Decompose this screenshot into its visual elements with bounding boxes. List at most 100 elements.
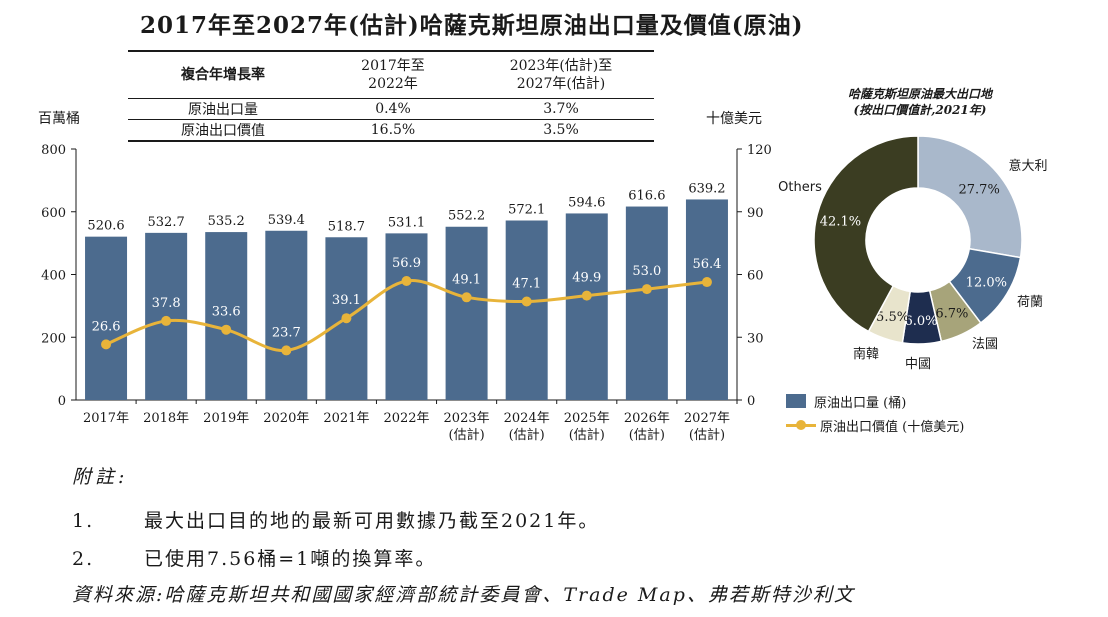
- bar: [625, 206, 668, 400]
- bar-value-label: 639.2: [688, 181, 725, 196]
- legend-bar-label: 原油出口量 (桶): [814, 395, 907, 411]
- chart-title: 2017年至2027年(估計)哈薩克斯坦原油出口量及價值(原油): [140, 12, 804, 39]
- x-tick-label: 2017年: [83, 411, 129, 426]
- cagr-col1-header-text: 2017年至 2022年: [361, 58, 425, 92]
- note-number: 1.: [72, 510, 95, 532]
- x-tick-label: 2022年: [383, 411, 429, 426]
- x-tick-label: 2020年: [263, 411, 309, 426]
- bar: [505, 220, 548, 400]
- x-tick-label: (估計): [569, 427, 605, 443]
- left-tick-label: 400: [41, 269, 66, 284]
- bar-value-label: 594.6: [568, 195, 605, 210]
- cagr-col1-header: 2017年至 2022年: [318, 51, 468, 99]
- line-value-label: 56.4: [692, 257, 721, 272]
- donut-category-label: 南韓: [853, 346, 879, 362]
- x-tick-label: 2025年: [564, 411, 610, 426]
- source-note: 資料來源:哈薩克斯坦共和國國家經濟部統計委員會、Trade Map、弗若斯特沙利…: [72, 584, 855, 606]
- note-item: 1. 最大出口目的地的最新可用數據乃截至2021年。: [72, 506, 599, 533]
- x-tick-label: 2021年: [323, 411, 369, 426]
- note-text: 已使用7.56桶=1噸的換算率。: [144, 548, 437, 570]
- bar: [205, 232, 248, 400]
- table-row: 原油出口量 0.4% 3.7%: [128, 99, 654, 120]
- legend: 原油出口量 (桶) 原油出口價值 (十億美元): [786, 389, 964, 437]
- right-tick-label: 60: [747, 269, 764, 284]
- right-tick-label: 0: [747, 394, 755, 409]
- donut-category-label: Others: [778, 180, 822, 195]
- cagr-value: 0.4%: [375, 101, 411, 117]
- donut-percent-label: 12.0%: [966, 276, 1007, 291]
- legend-line-swatch: [786, 418, 816, 432]
- x-tick-label: (估計): [629, 427, 665, 443]
- donut-percent-label: 6.7%: [935, 306, 968, 321]
- line-value-label: 26.6: [92, 319, 121, 334]
- line-point: [101, 339, 112, 350]
- line-point: [341, 313, 352, 324]
- line-value-label: 56.9: [392, 256, 421, 271]
- line-value-label: 23.7: [272, 325, 301, 340]
- line-value-label: 39.1: [332, 293, 361, 308]
- donut-chart: 27.7% 意大利 12.0% 荷蘭 6.7% 法國 6.0% 中國 5.5% 南韓 42.1% Ot…: [778, 135, 1048, 372]
- line-value-label: 49.1: [452, 272, 481, 287]
- line-point: [221, 324, 232, 335]
- x-tick-label: (估計): [509, 427, 545, 443]
- table-row: 原油出口價值 16.5% 3.5%: [128, 120, 654, 141]
- donut-percent-label: 42.1%: [820, 214, 861, 229]
- x-tick-label: 2024年: [504, 411, 550, 426]
- legend-item-bar: 原油出口量 (桶): [786, 389, 964, 413]
- left-tick-label: 200: [41, 331, 66, 346]
- bar: [565, 213, 608, 400]
- line-point: [581, 290, 592, 301]
- bar-value-label: 616.6: [628, 189, 665, 204]
- cagr-header-label: 複合年增長率: [181, 67, 265, 83]
- donut-category-label: 意大利: [1008, 158, 1047, 174]
- bar-value-label: 531.1: [388, 215, 425, 230]
- donut-percent-label: 5.5%: [876, 310, 909, 325]
- line-point: [641, 284, 652, 295]
- left-tick-label: 0: [58, 394, 66, 409]
- line-value-label: 47.1: [512, 276, 541, 291]
- donut-percent-label: 6.0%: [904, 314, 937, 329]
- line-value-label: 53.0: [632, 264, 661, 279]
- note-item: 2. 已使用7.56桶=1噸的換算率。: [72, 544, 436, 571]
- line-point: [401, 275, 412, 286]
- bar: [265, 230, 308, 400]
- donut-category-label: 法國: [972, 337, 998, 352]
- cagr-col2-header: 2023年(估計)至 2027年(估計): [468, 51, 654, 99]
- line-value-label: 37.8: [152, 296, 181, 311]
- bar-series: 520.6 532.7 535.2 539.4 518.7 531.1 552.2 572.1…: [85, 181, 728, 400]
- bar: [85, 236, 128, 400]
- x-tick-label: 2019年: [203, 411, 249, 426]
- bar: [445, 226, 488, 400]
- notes-heading: 附註:: [72, 466, 129, 488]
- cagr-table: 複合年增長率 2017年至 2022年 2023年(估計)至 2027年(估計)…: [128, 50, 654, 142]
- left-tick-label: 600: [41, 206, 66, 221]
- x-tick-label: 2027年: [684, 411, 730, 426]
- cagr-value: 3.7%: [543, 101, 579, 117]
- right-axis-unit: 十億美元: [706, 111, 762, 127]
- legend-bar-swatch: [786, 394, 806, 408]
- bar-value-label: 518.7: [328, 219, 365, 234]
- cagr-header-row: 複合年增長率 2017年至 2022年 2023年(估計)至 2027年(估計): [128, 51, 654, 99]
- legend-item-line: 原油出口價值 (十億美元): [786, 413, 964, 437]
- bar-value-label: 532.7: [148, 215, 185, 230]
- donut-title: 哈薩克斯坦原油最大出口地 (按出口價值計,2021年): [847, 87, 992, 117]
- line-value-label: 33.6: [212, 305, 241, 320]
- cagr-value: 16.5%: [370, 122, 416, 138]
- line-point: [521, 296, 532, 307]
- note-text: 最大出口目的地的最新可用數據乃截至2021年。: [144, 510, 600, 532]
- right-tick-label: 90: [747, 206, 764, 221]
- x-tick-label: 2026年: [624, 411, 670, 426]
- x-tick-label: (估計): [449, 427, 485, 443]
- line-point: [281, 345, 292, 356]
- bar-value-label: 535.2: [208, 214, 245, 229]
- donut-category-label: 荷蘭: [1017, 294, 1043, 310]
- bar-value-label: 572.1: [508, 203, 545, 218]
- bar-value-label: 552.2: [448, 209, 485, 224]
- bar-value-label: 539.4: [268, 213, 305, 228]
- x-tick-label: 2023年: [444, 411, 490, 426]
- cagr-row-label: 原油出口價值: [181, 123, 265, 139]
- cagr-row-label: 原油出口量: [188, 102, 258, 118]
- cagr-value: 3.5%: [543, 122, 579, 138]
- donut-slice: [813, 135, 919, 333]
